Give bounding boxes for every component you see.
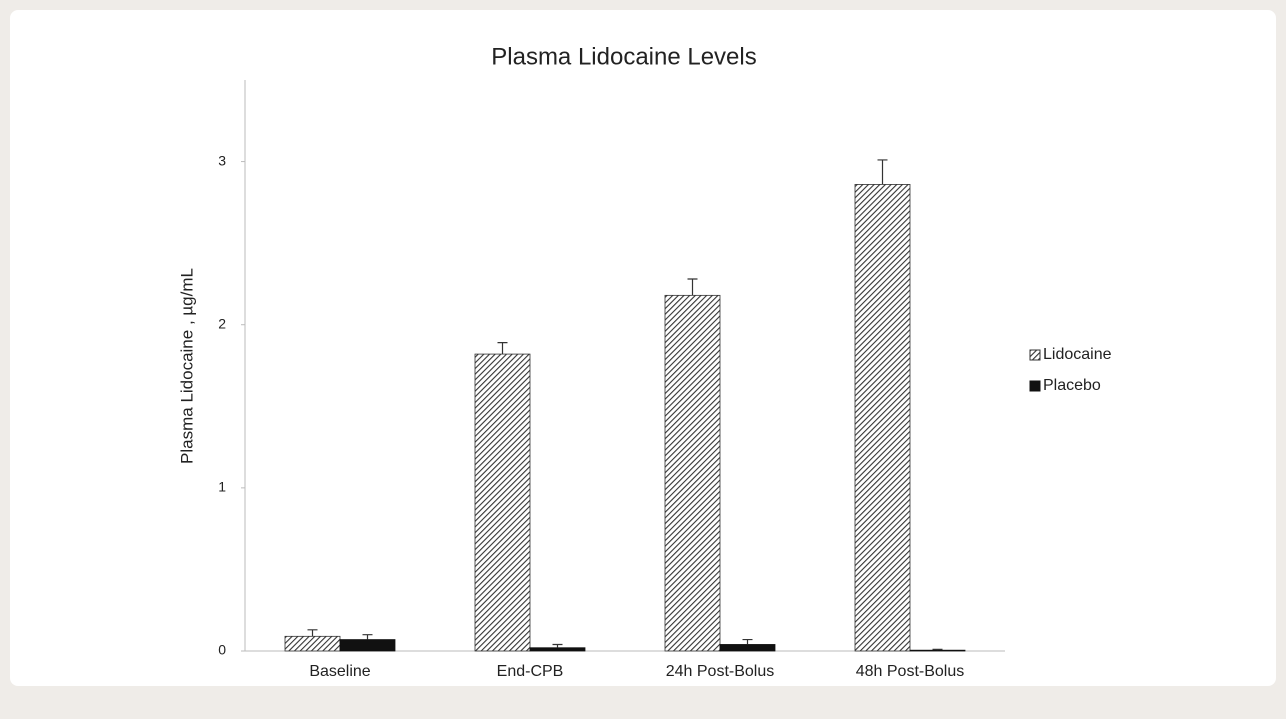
y-axis-label: Plasma Lidocaine , µg/mL	[177, 268, 196, 464]
x-tick-label: 48h Post-Bolus	[856, 663, 965, 680]
y-tick-label: 3	[218, 152, 226, 168]
error-bar	[307, 629, 318, 637]
y-tick-label: 1	[218, 479, 226, 495]
error-bar	[552, 643, 563, 648]
bar	[284, 635, 341, 652]
card	[10, 10, 1276, 686]
error-bar	[742, 638, 753, 645]
bar	[339, 639, 396, 652]
bar	[474, 353, 531, 652]
x-tick-label: Baseline	[309, 663, 370, 680]
legend-swatch	[1029, 349, 1041, 361]
error-bar	[687, 278, 698, 296]
bar	[529, 647, 586, 652]
y-tick-label: 2	[218, 315, 226, 331]
legend-label: Lidocaine	[1043, 346, 1112, 363]
x-tick-label: End-CPB	[497, 663, 564, 680]
chart-title: Plasma Lidocaine Levels	[491, 43, 757, 70]
bar	[854, 184, 911, 652]
error-bar	[932, 648, 943, 651]
legend-label: Placebo	[1043, 377, 1101, 394]
y-tick-label: 0	[218, 642, 226, 658]
bar	[664, 294, 721, 652]
error-bar	[877, 159, 888, 185]
legend-swatch	[1029, 380, 1041, 392]
error-bar	[497, 342, 508, 355]
x-tick-label: 24h Post-Bolus	[666, 663, 775, 680]
error-bar	[362, 634, 373, 640]
bar	[719, 644, 776, 652]
bar	[909, 649, 966, 652]
